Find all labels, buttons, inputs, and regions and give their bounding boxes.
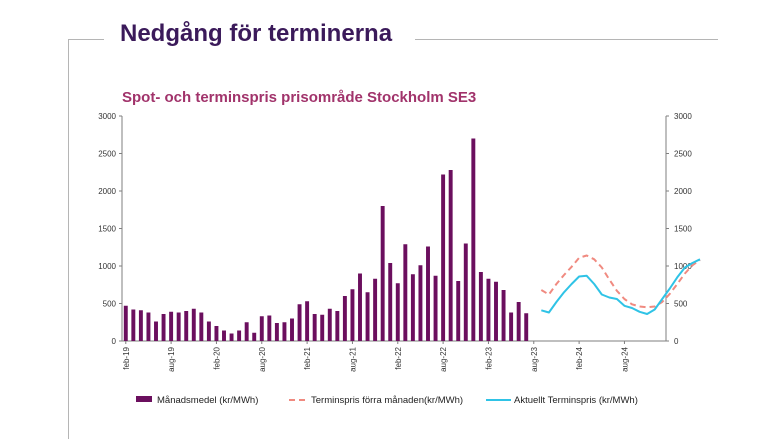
bar-manadsmedel bbox=[358, 273, 362, 341]
bar-manadsmedel bbox=[471, 138, 476, 341]
bar-manadsmedel bbox=[259, 316, 264, 341]
bar-manadsmedel bbox=[456, 281, 461, 341]
bar-manadsmedel bbox=[380, 206, 385, 341]
bar-manadsmedel bbox=[335, 311, 340, 341]
bar-manadsmedel bbox=[169, 311, 174, 341]
x-tick-label: aug-20 bbox=[258, 346, 267, 371]
bar-manadsmedel bbox=[373, 278, 378, 341]
bar-manadsmedel bbox=[327, 308, 332, 341]
bar-manadsmedel bbox=[433, 275, 438, 341]
bar-manadsmedel bbox=[123, 305, 128, 341]
line-aktuellt-terminspris bbox=[541, 258, 701, 315]
bar-manadsmedel bbox=[199, 312, 204, 341]
left-y-tick-label: 3000 bbox=[98, 112, 116, 121]
bar-manadsmedel bbox=[418, 265, 423, 341]
bar-manadsmedel bbox=[267, 315, 272, 341]
slide-title: Nedgång för terminerna bbox=[120, 20, 393, 47]
bar-manadsmedel bbox=[312, 314, 317, 341]
x-tick-label: feb-23 bbox=[484, 346, 493, 369]
bar-manadsmedel bbox=[244, 322, 249, 341]
bar-manadsmedel bbox=[463, 243, 468, 341]
bar-manadsmedel bbox=[478, 272, 483, 341]
bar-manadsmedel bbox=[229, 333, 234, 341]
right-y-tick-label: 500 bbox=[674, 300, 688, 309]
bar-manadsmedel bbox=[184, 311, 189, 341]
bar-manadsmedel bbox=[516, 302, 521, 341]
x-tick-label: feb-22 bbox=[394, 346, 403, 369]
title-rule-right bbox=[415, 39, 718, 40]
bar-manadsmedel bbox=[154, 321, 158, 341]
chart-title: Spot- och terminspris prisområde Stockho… bbox=[122, 89, 476, 106]
legend-label: Terminspris förra månaden(kr/MWh) bbox=[311, 395, 463, 406]
left-y-tick-label: 0 bbox=[112, 337, 117, 346]
left-y-tick-label: 1000 bbox=[98, 262, 116, 271]
left-y-tick-label: 2500 bbox=[98, 150, 116, 159]
x-tick-label: feb-20 bbox=[212, 346, 221, 369]
legend: Månadsmedel (kr/MWh) Terminspris förra må… bbox=[136, 395, 638, 406]
title-rule-left bbox=[68, 39, 104, 40]
bar-manadsmedel bbox=[297, 304, 302, 341]
right-y-tick-label: 1500 bbox=[674, 225, 692, 234]
bar-manadsmedel bbox=[176, 312, 181, 341]
bar-manadsmedel bbox=[524, 313, 529, 341]
bar-manadsmedel bbox=[305, 301, 310, 341]
bar-manadsmedel bbox=[320, 314, 325, 341]
bar-manadsmedel bbox=[448, 170, 453, 341]
bar-manadsmedel bbox=[214, 326, 219, 341]
bar-series-manadsmedel bbox=[123, 138, 529, 341]
legend-label: Månadsmedel (kr/MWh) bbox=[157, 395, 258, 406]
x-tick-label: aug-21 bbox=[348, 346, 357, 371]
x-tick-label: aug-19 bbox=[167, 346, 176, 371]
bar-manadsmedel bbox=[365, 292, 370, 341]
bar-manadsmedel bbox=[282, 322, 287, 341]
frame-rule-left bbox=[68, 39, 69, 439]
bar-manadsmedel bbox=[252, 332, 257, 341]
left-y-tick-label: 2000 bbox=[98, 187, 116, 196]
bar-manadsmedel bbox=[290, 318, 294, 341]
right-y-tick-label: 2500 bbox=[674, 150, 692, 159]
right-y-tick-label: 3000 bbox=[674, 112, 692, 121]
left-y-tick-label: 500 bbox=[103, 300, 117, 309]
bar-manadsmedel bbox=[403, 244, 408, 341]
right-y-tick-label: 2000 bbox=[674, 187, 692, 196]
bar-manadsmedel bbox=[222, 330, 226, 341]
bar-manadsmedel bbox=[342, 296, 347, 341]
x-tick-label: feb-21 bbox=[303, 346, 312, 369]
bar-manadsmedel bbox=[426, 246, 430, 341]
right-y-tick-label: 1000 bbox=[674, 262, 692, 271]
bar-manadsmedel bbox=[131, 309, 136, 341]
x-tick-label: aug-23 bbox=[530, 346, 539, 371]
bar-manadsmedel bbox=[350, 289, 355, 341]
left-y-tick-label: 1500 bbox=[98, 225, 116, 234]
bar-manadsmedel bbox=[494, 281, 498, 341]
bar-manadsmedel bbox=[206, 321, 211, 341]
right-y-tick-label: 0 bbox=[674, 337, 679, 346]
x-tick-label: aug-22 bbox=[439, 346, 448, 371]
bar-manadsmedel bbox=[501, 290, 506, 341]
bar-manadsmedel bbox=[237, 330, 242, 341]
right-y-axis: 0 500 1000 1500 2000 2500 3000 bbox=[665, 112, 692, 346]
bar-manadsmedel bbox=[146, 312, 151, 341]
bar-manadsmedel bbox=[441, 174, 446, 341]
bar-manadsmedel bbox=[138, 310, 143, 341]
legend-swatch-bar bbox=[136, 396, 152, 402]
bar-manadsmedel bbox=[191, 308, 196, 341]
legend-label: Aktuellt Terminspris (kr/MWh) bbox=[514, 395, 638, 406]
bar-manadsmedel bbox=[161, 314, 166, 341]
x-tick-label: aug-24 bbox=[620, 346, 629, 371]
x-tick-label: feb-19 bbox=[122, 346, 131, 369]
bar-manadsmedel bbox=[509, 312, 514, 341]
x-axis: feb-19 aug-19 feb-20 aug-20 feb-21 aug-21 feb-… bbox=[122, 340, 666, 372]
forward-price-lines bbox=[540, 254, 701, 315]
bar-manadsmedel bbox=[388, 263, 393, 341]
bar-manadsmedel bbox=[274, 323, 279, 341]
line-terminspris-forra-manaden bbox=[540, 254, 701, 309]
bar-manadsmedel bbox=[410, 274, 415, 341]
x-tick-label: feb-24 bbox=[575, 346, 584, 369]
left-y-axis: 0 500 1000 1500 2000 2500 3000 bbox=[98, 112, 123, 346]
bar-manadsmedel bbox=[395, 283, 400, 341]
bar-manadsmedel bbox=[486, 278, 491, 341]
